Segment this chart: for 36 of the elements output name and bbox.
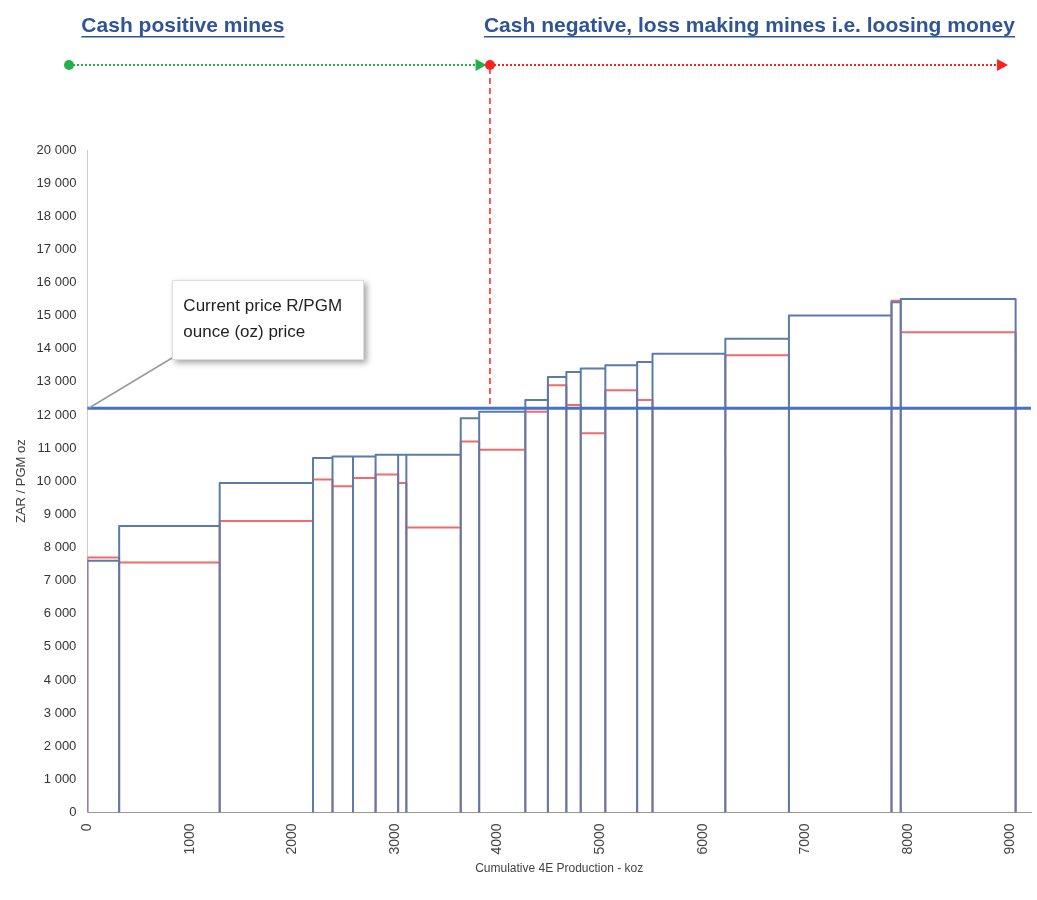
- x-tick-label: 9000: [1001, 823, 1018, 855]
- y-tick-label: 0: [69, 804, 77, 820]
- y-tick-label: 20 000: [36, 141, 77, 157]
- y-tick-label: 6 000: [43, 605, 77, 621]
- annotation: Current price R/PGM ounce (oz) price: [172, 280, 365, 361]
- y-tick-label: 18 000: [36, 207, 77, 223]
- x-tick-label: 6000: [693, 823, 710, 855]
- y-tick-label: 19 000: [36, 174, 77, 190]
- y-tick-label: 14 000: [36, 340, 77, 356]
- y-tick-label: 8 000: [43, 539, 77, 555]
- x-tick-label: 5000: [591, 823, 608, 855]
- y-tick-label: 7 000: [43, 572, 77, 588]
- x-tick-label: 7000: [796, 823, 813, 855]
- y-tick-label: 11 000: [37, 439, 77, 455]
- text: Cash positive mines: [81, 13, 285, 36]
- x-tick-label: 2000: [283, 823, 300, 855]
- x-axis-title: Cumulative 4E Production - koz: [475, 861, 644, 876]
- y-tick-label: 12 000: [36, 406, 77, 422]
- x-tick-label: 0: [78, 823, 95, 832]
- y-tick-label: 10 000: [36, 472, 77, 488]
- y-tick-label: 13 000: [36, 373, 77, 389]
- y-tick-label: 5 000: [43, 638, 77, 654]
- y-tick-label: 16 000: [36, 274, 77, 290]
- x-tick-label: 3000: [385, 823, 402, 855]
- y-tick-label: 3 000: [43, 704, 77, 720]
- text: Cash negative, loss making mines i.e. loosing money: [483, 13, 1016, 36]
- y-tick-label: 2 000: [43, 737, 77, 753]
- x-tick-label: 8000: [898, 823, 915, 855]
- y-tick-label: 9 000: [43, 505, 77, 521]
- y-tick-label: 15 000: [36, 307, 77, 323]
- x-tick-label: 1000: [180, 823, 197, 855]
- y-tick-label: 4 000: [43, 671, 77, 687]
- y-tick-label: 17 000: [36, 240, 77, 256]
- y-tick-label: 1 000: [43, 770, 77, 786]
- x-tick-label: 4000: [488, 823, 505, 855]
- y-axis-title: ZAR / PGM oz: [13, 439, 29, 524]
